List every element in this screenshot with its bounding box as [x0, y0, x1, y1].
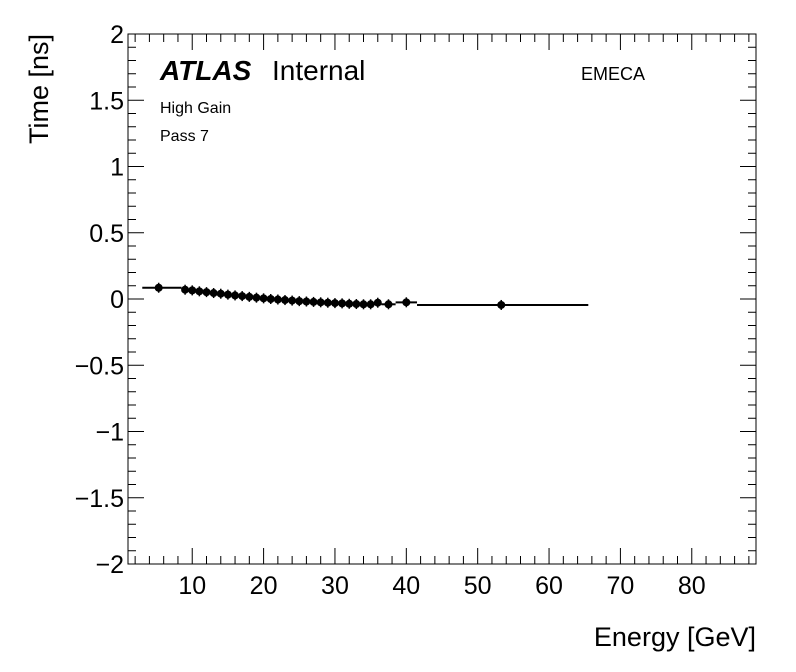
- x-axis-title: Energy [GeV]: [594, 622, 756, 652]
- x-tick-label: 60: [535, 572, 563, 600]
- x-tick-label: 70: [607, 572, 635, 600]
- x-tick-label: 80: [678, 572, 706, 600]
- y-tick-label: −2: [95, 551, 124, 579]
- data-point: [288, 296, 297, 305]
- data-point: [323, 298, 332, 307]
- data-point: [266, 295, 275, 303]
- y-axis-title: Time [ns]: [24, 34, 54, 144]
- data-point: [238, 292, 247, 301]
- y-tick-labels: 2 1.5 1 0.5 0 −0.5 −1 −1.5 −2: [75, 21, 124, 579]
- gain-label: High Gain: [160, 100, 231, 117]
- data-point: [273, 295, 282, 304]
- data-markers: [142, 282, 589, 310]
- data-point: [302, 297, 311, 306]
- x-tick-label: 50: [464, 572, 492, 600]
- data-point: [352, 300, 361, 309]
- x-tick-label: 40: [392, 572, 420, 600]
- data-point: [195, 287, 204, 296]
- data-point: [316, 298, 325, 307]
- y-tick-label: 2: [110, 21, 124, 49]
- x-tick-label: 20: [250, 572, 278, 600]
- y-tick-label: 0.5: [89, 220, 124, 248]
- y-tick-label: 1.5: [89, 87, 124, 115]
- axis-ticks: [128, 33, 756, 565]
- data-point: [497, 300, 506, 309]
- data-point: [402, 298, 411, 307]
- data-point: [281, 296, 289, 305]
- data-point: [181, 285, 190, 294]
- data-point: [384, 300, 393, 309]
- data-point: [295, 297, 304, 306]
- data-point: [252, 293, 261, 302]
- data-point: [259, 294, 268, 303]
- pass-label: Pass 7: [160, 128, 209, 145]
- data-point: [154, 283, 163, 292]
- data-point: [359, 300, 368, 309]
- data-point: [245, 292, 254, 301]
- y-tick-label: −1.5: [75, 485, 124, 513]
- data-point: [209, 289, 218, 298]
- data-point: [202, 288, 211, 297]
- data-point: [366, 300, 375, 309]
- x-tick-label: 30: [321, 572, 349, 600]
- data-point: [231, 291, 240, 300]
- data-point: [345, 299, 354, 308]
- x-tick-label: 10: [178, 572, 206, 600]
- y-tick-label: −0.5: [75, 352, 124, 380]
- data-point: [309, 297, 318, 306]
- data-point: [216, 289, 225, 298]
- data-point: [188, 286, 197, 295]
- y-tick-label: 0: [110, 286, 124, 314]
- data-point: [338, 299, 347, 308]
- region-label: EMECA: [581, 64, 645, 84]
- data-point: [373, 298, 382, 307]
- x-tick-labels: 10 20 30 40 50 60 70 80: [178, 572, 705, 600]
- atlas-label: ATLAS: [159, 55, 252, 86]
- internal-label: Internal: [272, 55, 365, 86]
- y-tick-label: 1: [110, 154, 124, 182]
- data-point: [223, 290, 232, 299]
- y-tick-label: −1: [95, 419, 124, 447]
- data-point: [330, 299, 339, 308]
